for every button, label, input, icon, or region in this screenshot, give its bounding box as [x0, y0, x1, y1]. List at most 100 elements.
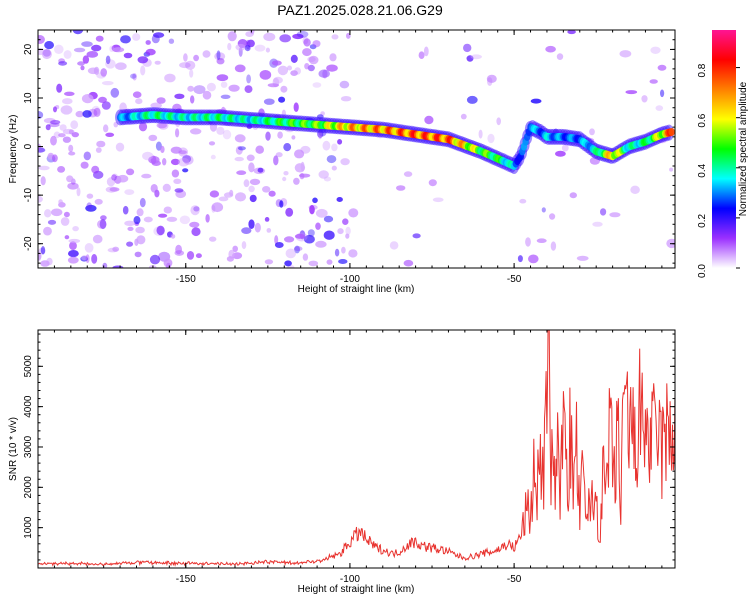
spectrogram-noise-blob — [561, 144, 569, 152]
spectrogram-noise-blob — [134, 238, 139, 246]
spectrogram-noise-blob — [63, 50, 72, 59]
spectrogram-noise-blob — [293, 177, 300, 185]
spectrogram-noise-blob — [132, 33, 141, 41]
spectrogram-noise-blob — [576, 255, 589, 261]
spectrogram-noise-blob — [262, 186, 271, 193]
spectrogram-noise-blob — [195, 253, 202, 259]
spectrogram-noise-blob — [51, 208, 63, 217]
spectrogram-noise-blob — [135, 98, 143, 105]
spectrogram-noise-blob — [423, 46, 429, 57]
spectrogram-noise-blob — [525, 237, 531, 247]
spectrogram-y-axis: -20 -10 0 10 20 — [23, 29, 675, 264]
spectrogram-noise-blob — [62, 98, 73, 105]
spectrogram-noise-blob — [45, 124, 51, 131]
spectrogram-noise-blob — [63, 211, 70, 218]
spectrogram-noise-blob — [101, 81, 114, 86]
spectrogram-noise-blob — [338, 259, 348, 264]
x-tick-label: -100 — [340, 274, 360, 285]
spectrogram-noise-blob — [81, 94, 94, 104]
spectrogram-noise-blob — [124, 189, 135, 196]
spectrogram-noise-blob — [136, 208, 144, 217]
spectrogram-noise-blob — [555, 150, 566, 157]
spectrogram-noise-blob — [337, 228, 344, 235]
spectrogram-noise-blob — [162, 183, 171, 192]
spectrogram-noise-blob — [122, 205, 129, 215]
spectrogram-noise-blob — [432, 197, 444, 203]
spectrogram-noise-blob — [299, 172, 305, 180]
spectrogram-noise-blob — [348, 249, 358, 258]
spectrogram-noise-blob — [43, 226, 52, 236]
spectrogram-noise-blob — [232, 245, 238, 252]
spectrogram-noise-blob — [67, 256, 79, 264]
spectrogram-ridge-cell — [668, 128, 675, 136]
spectrogram-noise-blob — [619, 50, 632, 58]
spectrogram-noise-blob — [318, 170, 329, 179]
spectrogram-noise-blob — [209, 236, 217, 242]
colorbar-tick-label: 0.6 — [697, 113, 708, 127]
spectrogram-noise-blob — [40, 246, 46, 255]
spectrogram-noise-blob — [519, 198, 527, 204]
spectrogram-noise-blob — [77, 61, 85, 66]
spectrogram-noise-blob — [340, 96, 352, 102]
spectrogram-noise-blob — [109, 187, 120, 192]
spectrogram-noise-blob — [318, 130, 323, 140]
spectrogram-noise-blob — [130, 73, 137, 79]
spectrogram-noise-blob — [589, 128, 595, 136]
y-tick-label: -20 — [23, 236, 34, 251]
spectrogram-noise-blob — [68, 238, 81, 244]
spectrogram-noise-blob — [567, 30, 576, 35]
y-tick-label: 1000 — [23, 516, 34, 539]
colorbar-gradient — [712, 30, 736, 268]
spectrogram-noise-blob — [156, 122, 168, 129]
spectrogram-noise-blob — [309, 44, 317, 50]
spectrogram-noise-blob — [46, 257, 53, 266]
spectrogram-noise-blob — [227, 42, 232, 51]
spectrogram-noise-blob — [170, 158, 180, 166]
spectrogram-noise-blob — [246, 154, 255, 162]
spectrogram-noise-blob — [331, 165, 337, 171]
spectrogram-noise-blob — [64, 91, 75, 97]
spectrogram-noise-blob — [528, 254, 539, 264]
spectrogram-noise-blob — [38, 255, 41, 262]
snr-panel: -150 -100 -50 1000 2000 3000 4000 5000 Height … — [8, 329, 676, 595]
spectrogram-noise-blob — [277, 131, 283, 139]
spectrogram-noise-blob — [536, 238, 547, 243]
spectrogram-noise-blob — [100, 68, 107, 77]
spectrogram-noise-blob — [487, 133, 495, 144]
spectrogram-noise-blob — [237, 146, 246, 151]
spectrogram-noise-blob — [275, 152, 283, 158]
spectrogram-noise-blob — [50, 135, 57, 146]
spectrogram-noise-blob — [331, 143, 338, 152]
spectrogram-noise-blob — [274, 242, 284, 248]
spectrogram-noise-blob — [234, 156, 244, 162]
spectrogram-noise-blob — [57, 166, 66, 173]
spectrogram-noise-blob — [137, 56, 149, 64]
spectrogram-noise-blob — [38, 35, 45, 44]
spectrogram-noise-blob — [164, 73, 176, 83]
spectrogram-noise-blob — [293, 246, 303, 252]
spectrogram-noise-blob — [173, 178, 182, 184]
spectrogram-noise-blob — [141, 173, 152, 179]
figure-title: PAZ1.2025.028.21.06.G29 — [277, 2, 443, 18]
spectrogram-noise-blob — [340, 158, 350, 166]
spectrogram-noise-blob — [216, 58, 225, 65]
spectrogram-noise-blob — [241, 227, 252, 235]
spectrogram-noise-blob — [68, 151, 76, 156]
spectrogram-noise-blob — [44, 41, 54, 50]
spectrogram-noise-blob — [206, 82, 216, 92]
spectrogram-noise-blob — [545, 45, 556, 53]
spectrogram-noise-blob — [202, 90, 212, 100]
spectrogram-noise-blob — [38, 195, 43, 203]
y-tick-label: -10 — [23, 187, 34, 202]
spectrogram-noise-blob — [100, 215, 107, 221]
spectrogram-noise-blob — [179, 62, 191, 69]
spectrogram-noise-blob — [412, 233, 421, 239]
spectrogram-noise-blob — [466, 95, 478, 104]
spectrogram-noise-blob — [264, 217, 270, 222]
spectrogram-noise-blob — [466, 55, 474, 62]
spectrogram-noise-blob — [67, 182, 79, 190]
spectrogram-noise-blob — [93, 107, 101, 117]
spectrogram-noise-blob — [403, 171, 413, 177]
